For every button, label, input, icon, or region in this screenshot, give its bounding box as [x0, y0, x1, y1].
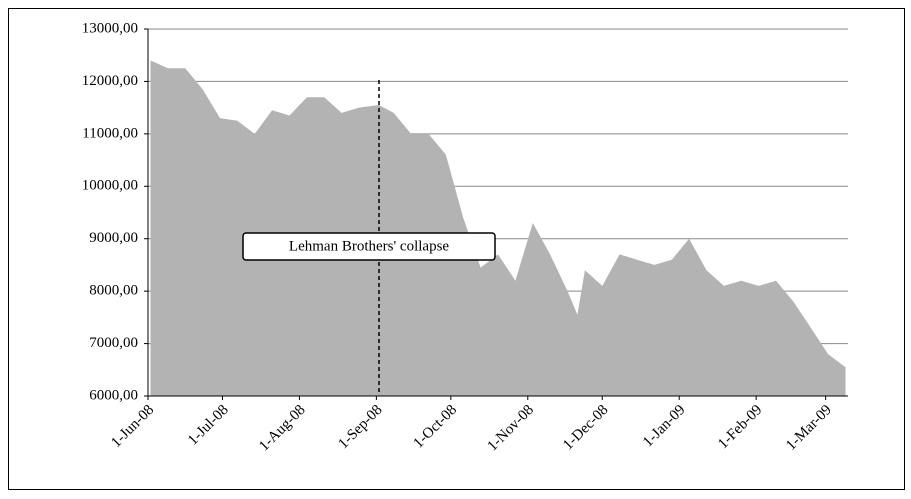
- area: [150, 60, 846, 396]
- plot: [150, 60, 846, 396]
- y-tick-label: 7000,00: [89, 335, 138, 351]
- y-tick-label: 9000,00: [89, 230, 138, 246]
- annotation: Lehman Brothers' collapse: [289, 238, 449, 254]
- y-tick-label: 6000,00: [89, 387, 138, 403]
- y-tick-label: 8000,00: [89, 283, 138, 299]
- y-tick-label: 10000,00: [82, 178, 138, 194]
- y-tick-label: 13000,00: [82, 20, 138, 36]
- annotation-box: [242, 232, 496, 261]
- y-tick-label: 11000,00: [82, 125, 138, 141]
- y-tick-label: 12000,00: [82, 73, 138, 89]
